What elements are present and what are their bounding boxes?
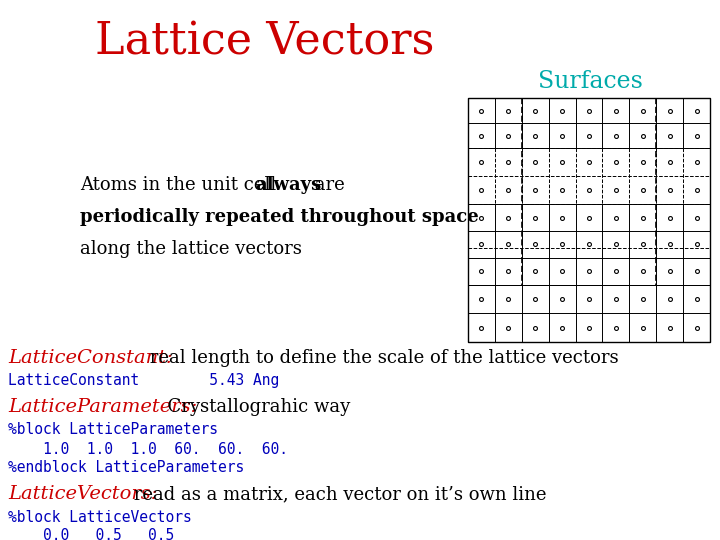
Text: Lattice Vectors: Lattice Vectors [95,21,435,64]
Text: 0.0   0.5   0.5: 0.0 0.5 0.5 [8,529,174,540]
Text: Surfaces: Surfaces [538,71,642,93]
Text: Crystallograhic way: Crystallograhic way [156,398,350,416]
Text: LatticeVectors:: LatticeVectors: [8,485,158,503]
Text: are: are [309,176,345,194]
Text: %endblock LatticeParameters: %endblock LatticeParameters [8,461,244,476]
Bar [468,98,710,342]
Text: 1.0  1.0  1.0  60.  60.  60.: 1.0 1.0 1.0 60. 60. 60. [8,442,288,456]
Text: periodically repeated throughout space: periodically repeated throughout space [80,208,479,226]
Text: along the lattice vectors: along the lattice vectors [80,240,302,258]
Text: read as a matrix, each vector on it’s own line: read as a matrix, each vector on it’s ow… [128,485,546,503]
Text: always: always [255,176,321,194]
Text: real length to define the scale of the lattice vectors: real length to define the scale of the l… [144,349,618,367]
Text: %block LatticeVectors: %block LatticeVectors [8,510,192,524]
Text: %block LatticeParameters: %block LatticeParameters [8,422,218,437]
Text: LatticeConstant        5.43 Ang: LatticeConstant 5.43 Ang [8,374,279,388]
Text: LatticeConstant:: LatticeConstant: [8,349,173,367]
Text: Atoms in the unit cell: Atoms in the unit cell [80,176,282,194]
Text: LatticeParameters:: LatticeParameters: [8,398,197,416]
